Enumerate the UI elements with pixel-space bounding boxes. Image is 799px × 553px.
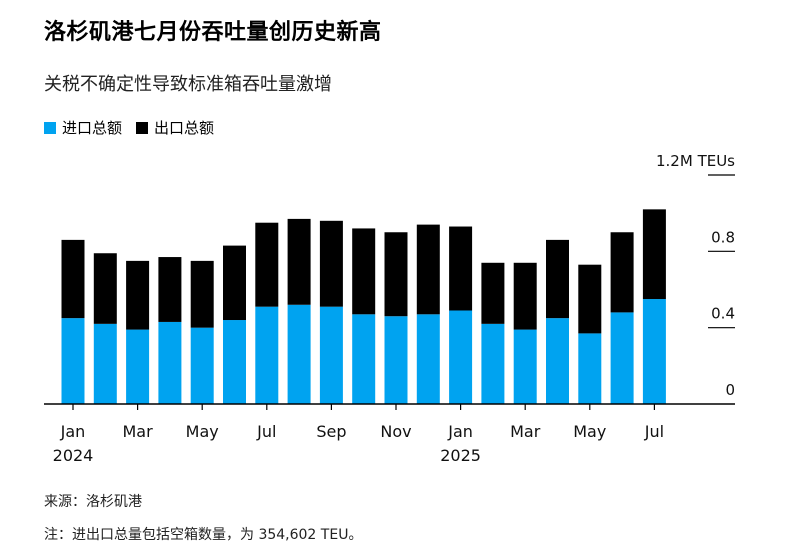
bar-exports (546, 239, 569, 319)
bar-exports (352, 228, 376, 315)
bar-imports (481, 323, 505, 404)
bar-exports (513, 262, 537, 330)
x-tick-label: Sep (316, 422, 346, 441)
x-tick-year-label: 2025 (440, 446, 481, 465)
y-tick-label: 0 (725, 381, 735, 399)
bar-exports (190, 260, 214, 328)
chart-title: 洛杉矶港七月份吞吐量创历史新高 (44, 20, 382, 45)
x-tick-label: Nov (380, 422, 411, 441)
bar-imports (610, 312, 634, 404)
bar-exports (126, 260, 150, 330)
bar-imports (287, 304, 311, 404)
source-note: 来源：洛杉矶港 (44, 494, 142, 510)
legend-label-exports: 出口总额 (154, 119, 215, 137)
bar-exports (416, 224, 440, 315)
legend-item-imports: 进口总额 (44, 117, 122, 138)
bar-exports (319, 220, 343, 307)
legend-swatch-imports (44, 121, 56, 134)
chart-subtitle: 关税不确定性导致标准箱吞吐量激增 (44, 74, 332, 95)
bar-imports (546, 318, 569, 404)
y-tick-label: 0.8 (711, 228, 735, 246)
bar-exports (287, 218, 311, 305)
bar-exports (255, 222, 279, 307)
bar-imports (93, 323, 117, 404)
bar-imports (126, 329, 150, 404)
y-tick-label: 0.4 (711, 305, 735, 323)
legend-item-exports: 出口总额 (136, 117, 214, 138)
bar-exports (158, 257, 182, 322)
bar-imports (642, 299, 666, 404)
bar-exports (223, 245, 246, 321)
x-tick-label: Jul (256, 422, 276, 441)
bar-imports (255, 306, 279, 404)
x-tick-label: Mar (123, 422, 154, 441)
bar-imports (61, 318, 85, 404)
bar-exports (384, 232, 408, 317)
y-tick-label: 1.2M TEUs (656, 152, 735, 170)
footnote: 注：进出口总量包括空箱数量，为 354,602 TEU。 (44, 527, 363, 543)
bar-exports (481, 262, 505, 324)
bar-imports (416, 314, 440, 404)
bar-exports (610, 232, 634, 313)
legend-swatch-exports (136, 121, 149, 134)
legend: 进口总额 出口总额 (44, 117, 228, 138)
legend-label-imports: 进口总额 (62, 119, 123, 137)
x-tick-label: Jan (447, 422, 473, 441)
x-tick-year-label: 2024 (53, 446, 94, 465)
x-tick-label: Jan (60, 422, 86, 441)
bar-exports (61, 239, 85, 319)
bar-exports (578, 264, 602, 334)
bar-imports (190, 327, 214, 404)
bar-exports (642, 209, 666, 300)
x-tick-label: Jul (644, 422, 664, 441)
bar-imports (352, 314, 376, 404)
x-tick-label: Mar (510, 422, 541, 441)
bar-imports (384, 316, 408, 404)
bar-imports (578, 333, 602, 404)
bar-exports (93, 253, 117, 324)
bar-imports (449, 310, 473, 404)
bar-exports (449, 226, 473, 311)
bar-imports (223, 320, 246, 404)
bar-imports (513, 329, 537, 404)
bar-imports (158, 321, 182, 404)
x-tick-label: May (186, 422, 219, 441)
bar-imports (319, 306, 343, 404)
x-tick-label: May (573, 422, 606, 441)
